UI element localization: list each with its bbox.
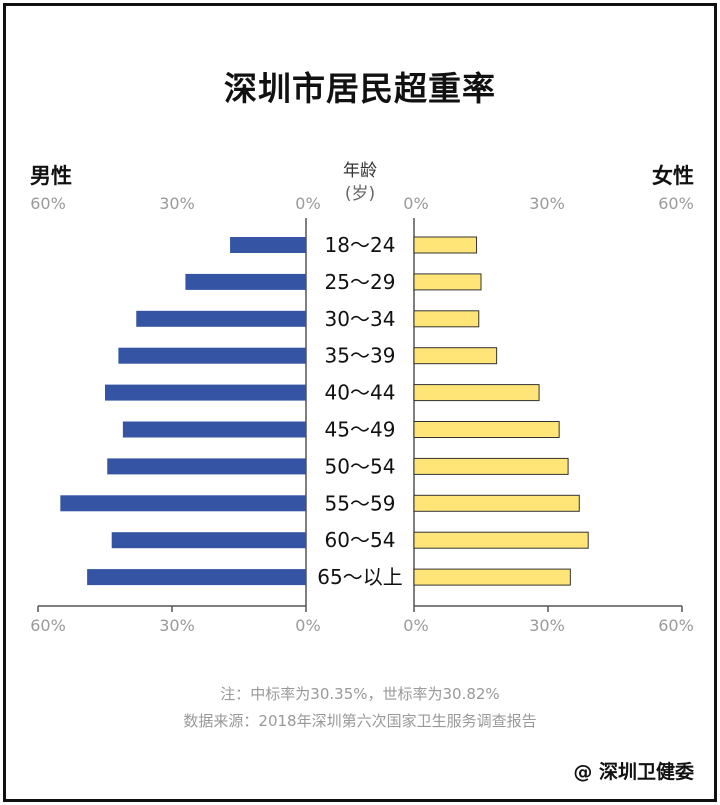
age-group-label: 55～59 — [325, 491, 396, 515]
chart-title: 深圳市居民超重率 — [224, 69, 496, 108]
female-bar — [413, 384, 540, 402]
female-label: 女性 — [652, 164, 694, 188]
male-bar — [87, 569, 306, 586]
tick-top-left-60: 60% — [30, 194, 66, 213]
tick-top-right-30: 30% — [529, 194, 565, 213]
age-group-label: 18～24 — [325, 233, 396, 257]
male-bar — [122, 421, 306, 438]
tick-top-left-0: 0% — [295, 194, 321, 213]
tick-bottom-right-60: 60% — [658, 616, 694, 635]
male-bar — [185, 273, 306, 290]
note-text: 注：中标率为30.35%，世标率为30.82% — [220, 685, 500, 703]
male-label: 男性 — [30, 164, 72, 188]
male-bar — [118, 347, 307, 364]
chart-frame — [3, 3, 717, 802]
female-bar — [413, 421, 560, 438]
age-header: 年龄 — [343, 161, 377, 181]
male-bar — [136, 310, 306, 327]
tick-bottom-left-30: 30% — [159, 616, 195, 635]
male-bar — [105, 384, 306, 401]
female-bar — [413, 531, 589, 549]
female-bar — [413, 310, 480, 328]
male-bar — [60, 495, 307, 512]
tick-bottom-left-60: 60% — [30, 616, 66, 635]
tick-top-right-0: 0% — [403, 194, 429, 213]
age-group-label: 65～以上 — [317, 565, 402, 589]
female-bar — [413, 568, 571, 586]
age-labels: 18～24 25～29 30～34 35～39 40～44 45～49 50～54 55～59… — [317, 233, 402, 589]
age-group-label: 60～54 — [325, 528, 396, 552]
age-unit: (岁) — [344, 184, 376, 204]
tick-top-left-30: 30% — [159, 194, 195, 213]
age-group-label: 30～34 — [325, 307, 396, 331]
age-group-label: 35～39 — [325, 344, 396, 368]
female-bar — [413, 457, 569, 475]
bars — [60, 236, 589, 586]
male-bar — [107, 458, 306, 475]
male-bar — [111, 532, 306, 549]
source-text: 数据来源：2018年深圳第六次国家卫生服务调查报告 — [183, 712, 537, 730]
tick-bottom-right-30: 30% — [529, 616, 565, 635]
age-group-label: 50～54 — [325, 454, 396, 478]
tick-top-right-60: 60% — [658, 194, 694, 213]
male-bar — [230, 237, 306, 253]
female-bar — [413, 494, 580, 512]
age-group-label: 25～29 — [325, 270, 396, 294]
credit-label: @ 深圳卫健委 — [573, 761, 694, 783]
age-group-label: 45～49 — [325, 418, 396, 442]
tick-bottom-right-0: 0% — [403, 616, 429, 635]
age-group-label: 40～44 — [325, 381, 396, 405]
female-bar — [413, 347, 498, 365]
female-bar — [413, 236, 478, 254]
female-bar — [413, 273, 482, 291]
tick-bottom-left-0: 0% — [295, 616, 321, 635]
